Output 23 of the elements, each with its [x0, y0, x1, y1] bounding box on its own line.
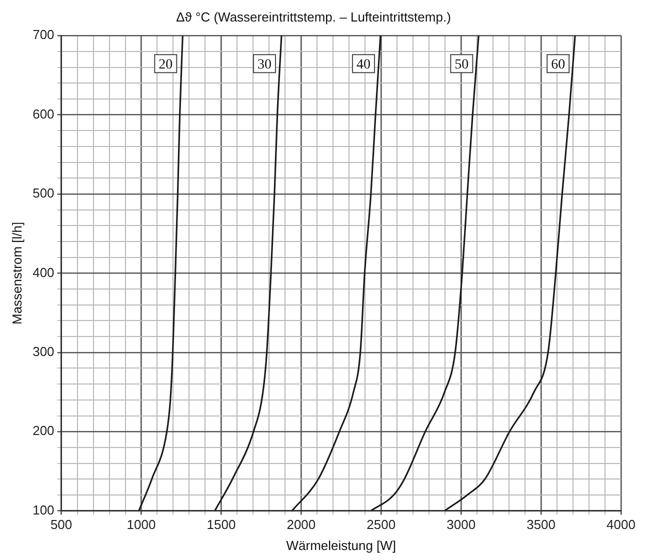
x-tick-label: 3500: [526, 517, 556, 532]
x-tick-label: 1500: [206, 517, 236, 532]
x-tick-label: 3000: [446, 517, 476, 532]
x-tick-label: 2500: [366, 517, 396, 532]
series-label: 20: [158, 57, 173, 72]
x-tick-label: 4000: [606, 517, 636, 532]
x-tick-label: 2000: [286, 517, 316, 532]
y-tick-label: 200: [32, 423, 54, 438]
y-tick-label: 700: [32, 27, 54, 42]
y-tick-label: 300: [32, 344, 54, 359]
y-tick-label: 500: [32, 186, 54, 201]
y-tick-label: 400: [32, 264, 54, 280]
x-tick-label: 500: [50, 517, 72, 532]
x-tick-label: 1000: [126, 517, 156, 532]
series-label: 50: [454, 57, 469, 72]
y-axis-title: Massenstrom [l/h]: [9, 222, 24, 324]
series-label: 60: [551, 57, 566, 72]
series-label: 40: [356, 57, 370, 72]
x-axis-title: Wärmeleistung [W]: [286, 538, 396, 553]
series-label: 30: [257, 57, 272, 72]
chart-title: Δϑ °C (Wassereintrittstemp. – Lufteintrittstemp.): [176, 9, 451, 24]
y-tick-label: 600: [32, 106, 54, 122]
y-tick-label: 100: [32, 502, 54, 518]
